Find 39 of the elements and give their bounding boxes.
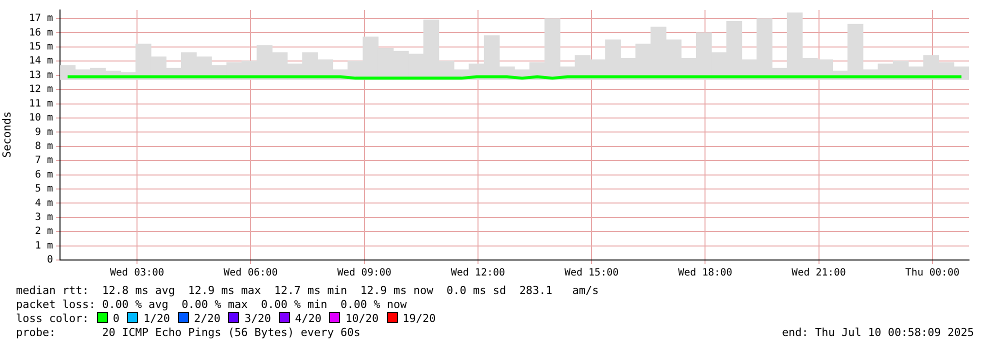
y-tick-label: 17 m — [28, 13, 54, 24]
x-tick-label: Wed 09:00 — [337, 268, 392, 279]
text: 1/20 — [143, 312, 170, 325]
text: 19/20 — [402, 312, 436, 325]
x-tick-label: Wed 18:00 — [678, 268, 732, 279]
y-tick-label: 14 m — [28, 56, 54, 67]
y-tick-label: 1 m — [35, 240, 54, 252]
text: probe: 20 ICMP Echo Pings (56 Bytes) every 60s — [16, 326, 360, 339]
x-tick-label: Wed 06:00 — [224, 268, 278, 279]
x-tick-label: Thu 00:00 — [905, 268, 960, 279]
y-tick-label: 6 m — [35, 169, 54, 180]
y-tick-label: 10 m — [28, 112, 54, 124]
text: end: Thu Jul 10 00:58:09 2025 — [782, 326, 974, 340]
text: 4/20 — [294, 312, 322, 325]
y-tick-label: 0 — [47, 254, 54, 266]
y-tick-label: 9 m — [35, 126, 54, 138]
text: 3/20 — [244, 312, 271, 325]
y-tick-label: 5 m — [35, 184, 54, 195]
text: 2/20 — [194, 312, 220, 325]
x-tick-label: Wed 21:00 — [792, 268, 846, 279]
y-tick-label: 11 m — [28, 98, 54, 110]
y-tick-label: 16 m — [28, 27, 54, 38]
y-tick-label: 8 m — [35, 140, 54, 152]
text: 0 — [112, 312, 120, 325]
y-tick-label: 7 m — [35, 155, 54, 166]
x-tick-label: Wed 12:00 — [450, 268, 506, 279]
text: loss color: — [16, 312, 89, 325]
y-axis-title: Seconds — [0, 110, 14, 160]
y-tick-label: 15 m — [28, 42, 54, 53]
y-tick-label: 2 m — [35, 226, 54, 238]
x-tick-label: Wed 03:00 — [110, 268, 164, 279]
y-tick-label: 13 m — [28, 70, 54, 81]
y-tick-label: 12 m — [28, 84, 54, 96]
y-tick-label: 3 m — [35, 212, 54, 223]
text: median rtt: 12.8 ms avg 12.9 ms max 12.7 ms min 12.9 ms now 0.0 ms sd 283.1 am/s — [16, 284, 600, 298]
x-tick-label: Wed 15:00 — [564, 268, 619, 279]
text: 10/20 — [345, 312, 379, 325]
y-tick-label: 4 m — [35, 198, 54, 209]
text: packet loss: 0.00 % avg 0.00 % max 0.00 % min 0.00 % now — [16, 298, 408, 312]
